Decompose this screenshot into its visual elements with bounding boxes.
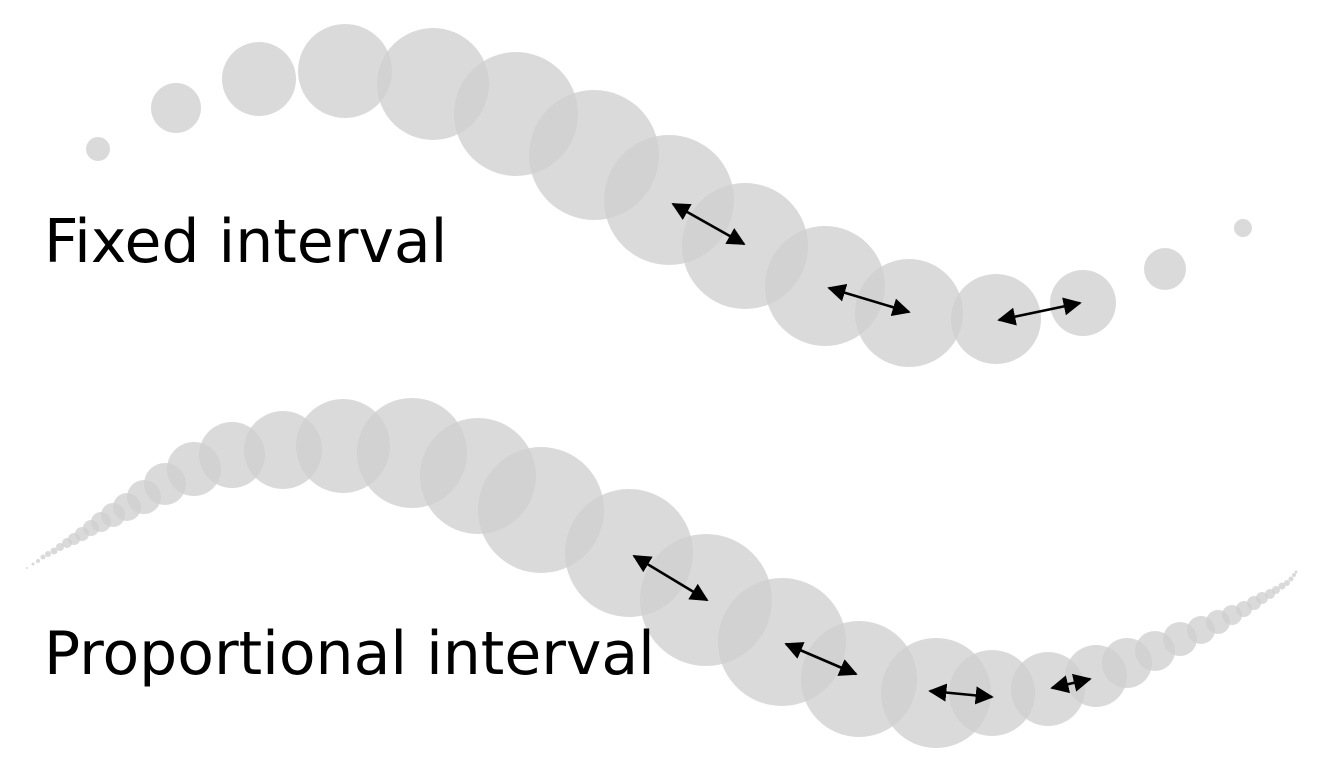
spacing-arrow bbox=[784, 642, 858, 676]
fixed-interval-dab-stroke bbox=[86, 24, 1252, 367]
dab-circle bbox=[151, 83, 201, 133]
dab-circle bbox=[1050, 270, 1116, 336]
dab-circle bbox=[222, 42, 296, 116]
dab-circle bbox=[298, 24, 392, 118]
proportional-interval-label: Proportional interval bbox=[44, 619, 655, 689]
dab-circle bbox=[31, 562, 35, 566]
dab-circle bbox=[1234, 219, 1252, 237]
fixed-interval-arrows bbox=[671, 202, 1082, 326]
dab-circle bbox=[1284, 580, 1290, 586]
dab-circle bbox=[50, 547, 58, 555]
fixed-interval-label: Fixed interval bbox=[44, 207, 448, 277]
dab-circle bbox=[36, 559, 40, 563]
dab-circle bbox=[855, 259, 963, 367]
dab-circle bbox=[951, 274, 1041, 364]
spacing-arrow bbox=[632, 554, 709, 602]
spacing-arrow bbox=[671, 202, 746, 246]
spacing-arrow bbox=[827, 283, 911, 317]
dab-circle bbox=[40, 554, 46, 560]
dab-circle bbox=[1278, 582, 1286, 590]
dab-circle bbox=[1294, 570, 1298, 574]
dab-circle bbox=[26, 567, 28, 569]
proportional-interval-arrows bbox=[632, 554, 1092, 705]
dab-circle bbox=[56, 543, 64, 551]
dab-circle bbox=[1144, 248, 1186, 290]
spacing-arrow bbox=[1050, 673, 1092, 694]
dab-circle bbox=[86, 137, 110, 161]
dab-circle bbox=[1256, 592, 1268, 604]
spacing-arrow bbox=[928, 683, 994, 705]
dab-circle bbox=[45, 551, 51, 557]
dab-circle bbox=[1292, 573, 1296, 577]
dab-circle bbox=[1272, 586, 1280, 594]
spacing-arrow bbox=[997, 297, 1082, 326]
dab-circle bbox=[1288, 576, 1294, 582]
